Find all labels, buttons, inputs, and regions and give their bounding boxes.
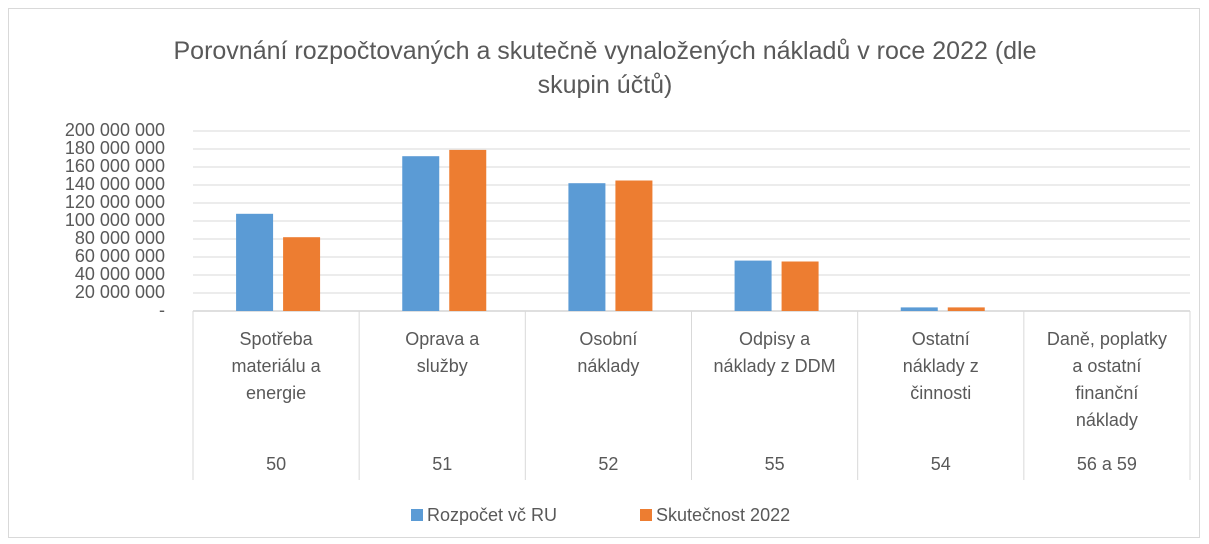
x-tick-label: 54 xyxy=(931,454,951,474)
category-name: Odpisy a xyxy=(739,329,811,349)
bar xyxy=(734,260,772,311)
x-tick-label: 50 xyxy=(266,454,286,474)
y-tick-label: - xyxy=(159,300,165,320)
category-name: Oprava a xyxy=(405,329,480,349)
category-name: materiálu a xyxy=(232,356,322,376)
category-name: činnosti xyxy=(910,383,971,403)
y-tick-label: 80 000 000 xyxy=(75,228,165,248)
y-tick-label: 200 000 000 xyxy=(65,120,165,140)
chart-title: Porovnání rozpočtovaných a skutečně vyna… xyxy=(173,37,1037,99)
category-name: náklady xyxy=(1076,410,1138,430)
bar xyxy=(615,180,653,311)
x-tick-label: 52 xyxy=(598,454,618,474)
x-tick-label: 55 xyxy=(765,454,785,474)
y-tick-label: 160 000 000 xyxy=(65,156,165,176)
x-tick-label: 56 a 59 xyxy=(1077,454,1137,474)
category-name: služby xyxy=(417,356,468,376)
category-name: náklady xyxy=(577,356,639,376)
chart-border xyxy=(8,8,1200,538)
y-tick-label: 140 000 000 xyxy=(65,174,165,194)
legend-swatch xyxy=(640,509,652,521)
category-name: a ostatní xyxy=(1072,356,1141,376)
bar xyxy=(449,149,487,311)
y-tick-label: 20 000 000 xyxy=(75,282,165,302)
category-name: Spotřeba xyxy=(240,329,314,349)
category-name: Daně, poplatky xyxy=(1047,329,1167,349)
y-tick-label: 100 000 000 xyxy=(65,210,165,230)
y-tick-label: 180 000 000 xyxy=(65,138,165,158)
category-name: energie xyxy=(246,383,306,403)
category-name: finanční xyxy=(1075,383,1138,403)
x-tick-label: 51 xyxy=(432,454,452,474)
bar xyxy=(781,261,819,311)
category-name: náklady z DDM xyxy=(714,356,836,376)
legend-swatch xyxy=(411,509,423,521)
y-tick-label: 40 000 000 xyxy=(75,264,165,284)
bar xyxy=(402,156,440,311)
category-name: Ostatní xyxy=(912,329,970,349)
legend-label: Skutečnost 2022 xyxy=(656,505,790,525)
bar xyxy=(236,213,274,311)
bar xyxy=(900,307,938,311)
bar xyxy=(568,183,606,311)
legend-label: Rozpočet vč RU xyxy=(427,505,557,525)
category-name: náklady z xyxy=(903,356,979,376)
y-tick-label: 120 000 000 xyxy=(65,192,165,212)
bar xyxy=(283,237,321,311)
y-tick-label: 60 000 000 xyxy=(75,246,165,266)
category-name: Osobní xyxy=(579,329,637,349)
bar xyxy=(947,307,985,311)
